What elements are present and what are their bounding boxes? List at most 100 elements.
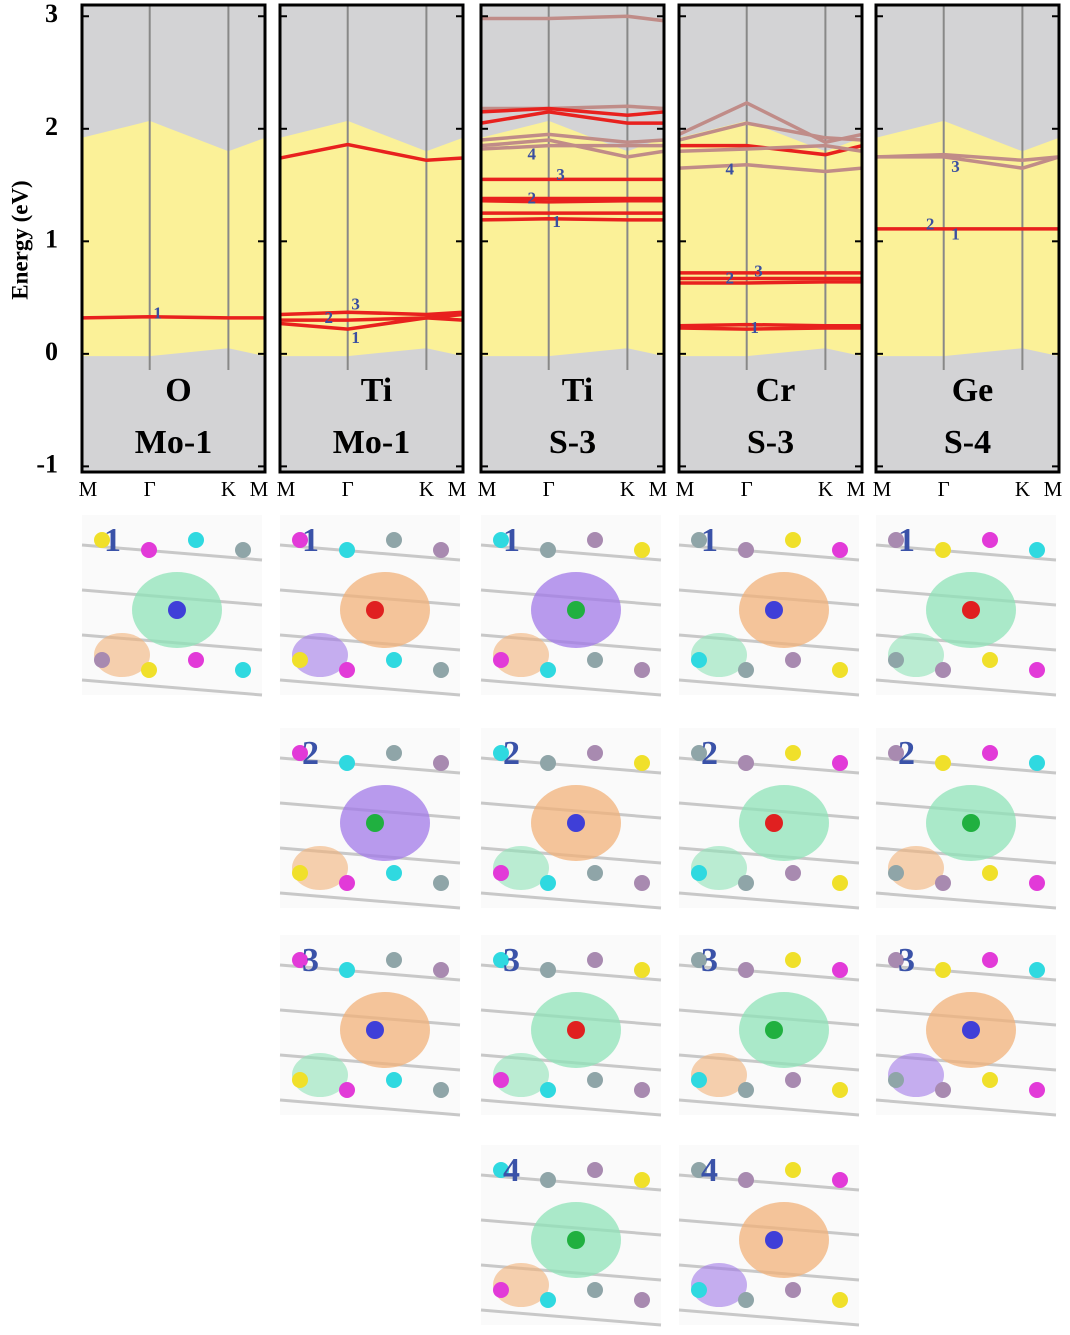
atom: [433, 542, 449, 558]
figure: 1-10123Energy (eV)OMo-1MΓKM1231TiMo-1MΓK…: [0, 0, 1070, 1335]
orbital-image: 2: [280, 728, 460, 908]
atom: [738, 1172, 754, 1188]
conduction-band: [876, 5, 1059, 151]
orbital-image: 1: [82, 515, 262, 695]
orbital-label: 2: [701, 735, 718, 772]
panel-title: Ti: [361, 372, 393, 409]
band-label: 3: [556, 165, 565, 184]
x-tick-label: Γ: [543, 477, 555, 501]
atom: [935, 875, 951, 891]
atom: [832, 542, 848, 558]
atom: [982, 952, 998, 968]
orbital-image: 4: [679, 1145, 859, 1325]
atom: [738, 1292, 754, 1308]
atom: [738, 962, 754, 978]
defect-atom: [567, 1021, 585, 1039]
defect-atom: [168, 601, 186, 619]
orbital-lobe: [739, 785, 829, 861]
atom: [587, 1162, 603, 1178]
panel-subtitle: S-4: [944, 424, 991, 461]
orbital-image: 1: [481, 515, 661, 695]
atom: [634, 662, 650, 678]
orbital-label: 1: [701, 522, 718, 559]
band-label: 4: [528, 145, 537, 164]
orbital-label: 4: [503, 1152, 520, 1189]
y-tick-label: 3: [45, 0, 58, 28]
orbital-image: 1: [876, 515, 1056, 695]
atom: [1029, 962, 1045, 978]
panel-subtitle: S-3: [747, 424, 794, 461]
atom: [386, 952, 402, 968]
atom: [587, 865, 603, 881]
atom: [587, 1282, 603, 1298]
atom: [982, 1072, 998, 1088]
atom: [935, 542, 951, 558]
band-label: 1: [351, 328, 360, 347]
defect-atom: [962, 814, 980, 832]
atom: [493, 865, 509, 881]
atom: [832, 962, 848, 978]
x-tick-label: Γ: [144, 477, 156, 501]
orbital-label: 2: [503, 735, 520, 772]
atom: [540, 1172, 556, 1188]
x-tick-label: Γ: [938, 477, 950, 501]
x-tick-label: K: [818, 477, 833, 501]
atom: [785, 652, 801, 668]
orbital-image: 4: [481, 1145, 661, 1325]
atom: [540, 1292, 556, 1308]
defect-atom: [366, 601, 384, 619]
atom: [493, 1282, 509, 1298]
atom: [785, 1072, 801, 1088]
defect-atom: [962, 601, 980, 619]
orbital-image: 2: [481, 728, 661, 908]
atom: [832, 755, 848, 771]
atom: [982, 865, 998, 881]
atom: [587, 1072, 603, 1088]
band-label: 1: [153, 303, 162, 322]
atom: [738, 662, 754, 678]
atom: [785, 745, 801, 761]
atom: [292, 865, 308, 881]
atom: [691, 1282, 707, 1298]
orbital-label: 4: [701, 1152, 718, 1189]
band-label: 3: [754, 262, 763, 281]
x-tick-label: M: [847, 477, 866, 501]
orbital-label: 1: [302, 522, 319, 559]
defect-band: [280, 312, 463, 314]
band-label: 1: [750, 318, 759, 337]
defect-atom: [366, 814, 384, 832]
defect-atom: [567, 1231, 585, 1249]
atom: [888, 865, 904, 881]
atom: [738, 875, 754, 891]
y-tick-label: 2: [45, 112, 58, 141]
atom: [386, 1072, 402, 1088]
orbital-label: 3: [503, 942, 520, 979]
band-label: 2: [528, 189, 537, 208]
panel-subtitle: Mo-1: [333, 424, 410, 461]
atom: [691, 652, 707, 668]
defect-band: [82, 317, 265, 318]
atom: [738, 542, 754, 558]
x-tick-label: M: [1044, 477, 1063, 501]
atom: [433, 662, 449, 678]
atom: [292, 652, 308, 668]
atom: [493, 652, 509, 668]
orbital-lobe: [340, 572, 430, 648]
atom: [339, 542, 355, 558]
atom: [540, 542, 556, 558]
orbital-image: 2: [679, 728, 859, 908]
atom: [433, 962, 449, 978]
atom: [1029, 755, 1045, 771]
orbital-label: 1: [898, 522, 915, 559]
atom: [1029, 662, 1045, 678]
atom: [540, 962, 556, 978]
x-tick-label: M: [250, 477, 269, 501]
atom: [493, 1072, 509, 1088]
atom: [94, 652, 110, 668]
atom: [832, 1082, 848, 1098]
atom: [141, 662, 157, 678]
orbital-lobe: [739, 992, 829, 1068]
orbital-lobe: [340, 785, 430, 861]
atom: [141, 542, 157, 558]
atom: [691, 865, 707, 881]
